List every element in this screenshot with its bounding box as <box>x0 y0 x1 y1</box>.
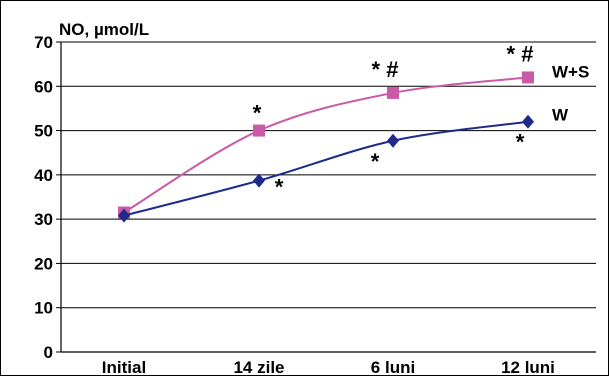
data-point-w <box>253 173 265 188</box>
data-point-w <box>387 133 399 148</box>
y-tick-label: 0 <box>44 343 53 362</box>
significance-mark: * <box>371 149 380 174</box>
data-point-w-s <box>387 86 399 99</box>
y-tick-label: 20 <box>34 254 53 273</box>
data-point-w-s <box>522 71 534 84</box>
gridlines <box>56 41 596 353</box>
y-axis-title: NO, µmol/L <box>59 20 149 39</box>
series-label-w: W <box>552 106 569 125</box>
data-point-w <box>522 114 534 129</box>
x-tick-label: 14 zile <box>233 358 284 376</box>
y-tick-label: 50 <box>34 122 53 141</box>
x-tick-label: 6 luni <box>371 358 415 376</box>
y-tick-label: 60 <box>34 77 53 96</box>
significance-mark: * <box>275 175 284 200</box>
significance-mark: * <box>516 130 525 155</box>
series-group: W+S W <box>118 62 589 223</box>
x-tick-labels: Initial 14 zile 6 luni 12 luni <box>102 358 555 376</box>
y-tick-label: 10 <box>34 299 53 318</box>
series-line-w <box>123 120 529 217</box>
y-tick-label: 40 <box>34 166 53 185</box>
significance-mark: * # <box>507 41 534 66</box>
significance-mark: * # <box>372 57 399 82</box>
x-tick-label: 12 luni <box>501 358 555 376</box>
y-tick-labels: 0 10 20 30 40 50 60 70 <box>34 33 53 362</box>
series-line-w-s <box>123 76 529 214</box>
x-tick-label: Initial <box>102 358 146 376</box>
y-tick-label: 30 <box>34 210 53 229</box>
series-label-w-s: W+S <box>552 62 589 81</box>
data-point-w-s <box>253 124 265 137</box>
significance-mark: * <box>253 101 262 126</box>
data-point-w <box>118 208 130 223</box>
y-tick-label: 70 <box>34 33 53 52</box>
significance-annotations: * * * # * * # * <box>253 41 534 199</box>
